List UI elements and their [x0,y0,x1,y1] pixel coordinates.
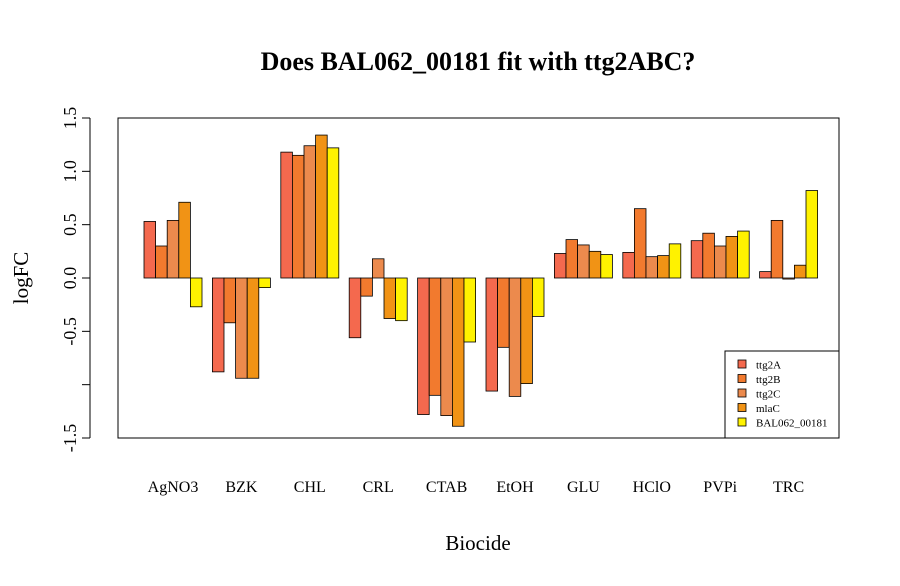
plot-area [117,117,840,439]
x-category-label: CRL [363,479,394,496]
x-axis-title: Biocide [445,531,510,555]
bar-PVPi-ttg2C [714,245,727,279]
x-axis-categories: AgNO3 BZK CHL CRL CTAB EtOH GLU HClO PVPi TRC [148,479,804,496]
bar-TRC-ttg2B [770,219,784,279]
bar-TRC-mlaC [794,264,807,279]
y-tick-label: -0.5 [60,317,80,346]
bar-HClO-BAL062_00181 [668,243,682,279]
bar-EtOH-mlaC [520,277,533,384]
plot-border [117,117,840,439]
bar-AgNO3-BAL062_00181 [189,277,203,308]
legend-swatch [737,359,747,369]
bar-PVPi-mlaC [725,235,739,279]
bar-GLU-ttg2B [565,239,579,279]
bar-CTAB-mlaC [451,277,465,427]
bar-GLU-ttg2A [554,253,567,279]
bar-AgNO3-ttg2C [166,219,180,279]
legend-label: BAL062_00181 [756,418,828,430]
bar-BZK-ttg2C [235,277,248,379]
legend-label: ttg2B [756,374,780,386]
bar-CTAB-ttg2B [428,277,442,396]
bar-GLU-ttg2C [577,244,590,279]
y-tick-label: -1.5 [60,424,80,453]
x-category-label: CTAB [426,479,467,496]
y-axis-title: logFC [9,252,33,305]
bar-CRL-ttg2B [360,277,373,297]
x-category-label: EtOH [496,479,534,496]
y-tick-label: 1.0 [60,160,80,183]
x-category-label: GLU [567,479,600,496]
bar-PVPi-ttg2B [702,232,715,279]
x-category-label: BZK [225,479,257,496]
bar-HClO-ttg2B [634,208,647,279]
x-category-label: HClO [633,479,671,496]
bar-CTAB-ttg2A [417,277,430,415]
bar-CRL-BAL062_00181 [395,277,408,322]
legend-swatch [737,403,747,412]
legend-swatch [737,417,747,427]
legend-label: ttg2C [756,389,780,401]
bar-CHL-ttg2A [280,151,293,279]
bar-CRL-ttg2C [371,258,385,279]
legend-label: ttg2A [756,360,781,372]
bar-TRC-BAL062_00181 [805,190,819,279]
bar-BZK-ttg2A [211,277,225,373]
bar-CTAB-ttg2C [440,277,453,417]
bar-CRL-mlaC [383,277,397,319]
bar-AgNO3-ttg2A [143,221,157,279]
bar-EtOH-ttg2A [485,277,499,392]
bar-CRL-ttg2A [348,277,362,339]
bar-CHL-mlaC [315,134,328,279]
x-category-label: PVPi [703,479,737,496]
bar-TRC-ttg2A [759,271,772,279]
bar-AgNO3-mlaC [178,201,191,279]
bar-BZK-ttg2B [223,277,237,324]
bar-CHL-BAL062_00181 [326,147,340,279]
bars-group [143,134,819,427]
legend-swatch [737,374,747,383]
bar-EtOH-BAL062_00181 [532,277,545,317]
y-tick-label: 1.5 [60,107,80,130]
bar-PVPi-ttg2A [690,240,704,279]
bar-BZK-mlaC [246,277,260,379]
bar-GLU-mlaC [588,250,602,279]
bar-EtOH-ttg2B [497,277,510,348]
x-category-label: CHL [294,479,326,496]
legend-label: mlaC [756,403,780,415]
bar-HClO-ttg2C [645,256,659,279]
bar-CHL-ttg2C [303,145,317,279]
bar-BZK-BAL062_00181 [258,277,271,289]
bar-GLU-BAL062_00181 [600,254,613,279]
bar-HClO-ttg2A [622,251,635,279]
bar-CHL-ttg2B [291,154,305,279]
legend: ttg2A ttg2B ttg2C mlaC BAL062_00181 [724,350,840,439]
bar-AgNO3-ttg2B [155,245,168,279]
bar-EtOH-ttg2C [508,277,522,397]
bar-PVPi-BAL062_00181 [737,230,750,279]
bar-HClO-mlaC [657,255,670,279]
legend-swatch [737,388,747,398]
bar-TRC-ttg2C [782,277,795,280]
y-axis: -1.5 -0.5 0.0 0.5 1.0 1.5 [60,107,91,453]
x-category-label: AgNO3 [148,479,199,496]
chart-title: Does BAL062_00181 fit with ttg2ABC? [261,47,696,76]
x-category-label: TRC [773,479,804,496]
y-tick-label: 0.5 [60,213,80,236]
y-tick-label: 0.0 [60,267,80,290]
bar-CTAB-BAL062_00181 [463,277,477,343]
